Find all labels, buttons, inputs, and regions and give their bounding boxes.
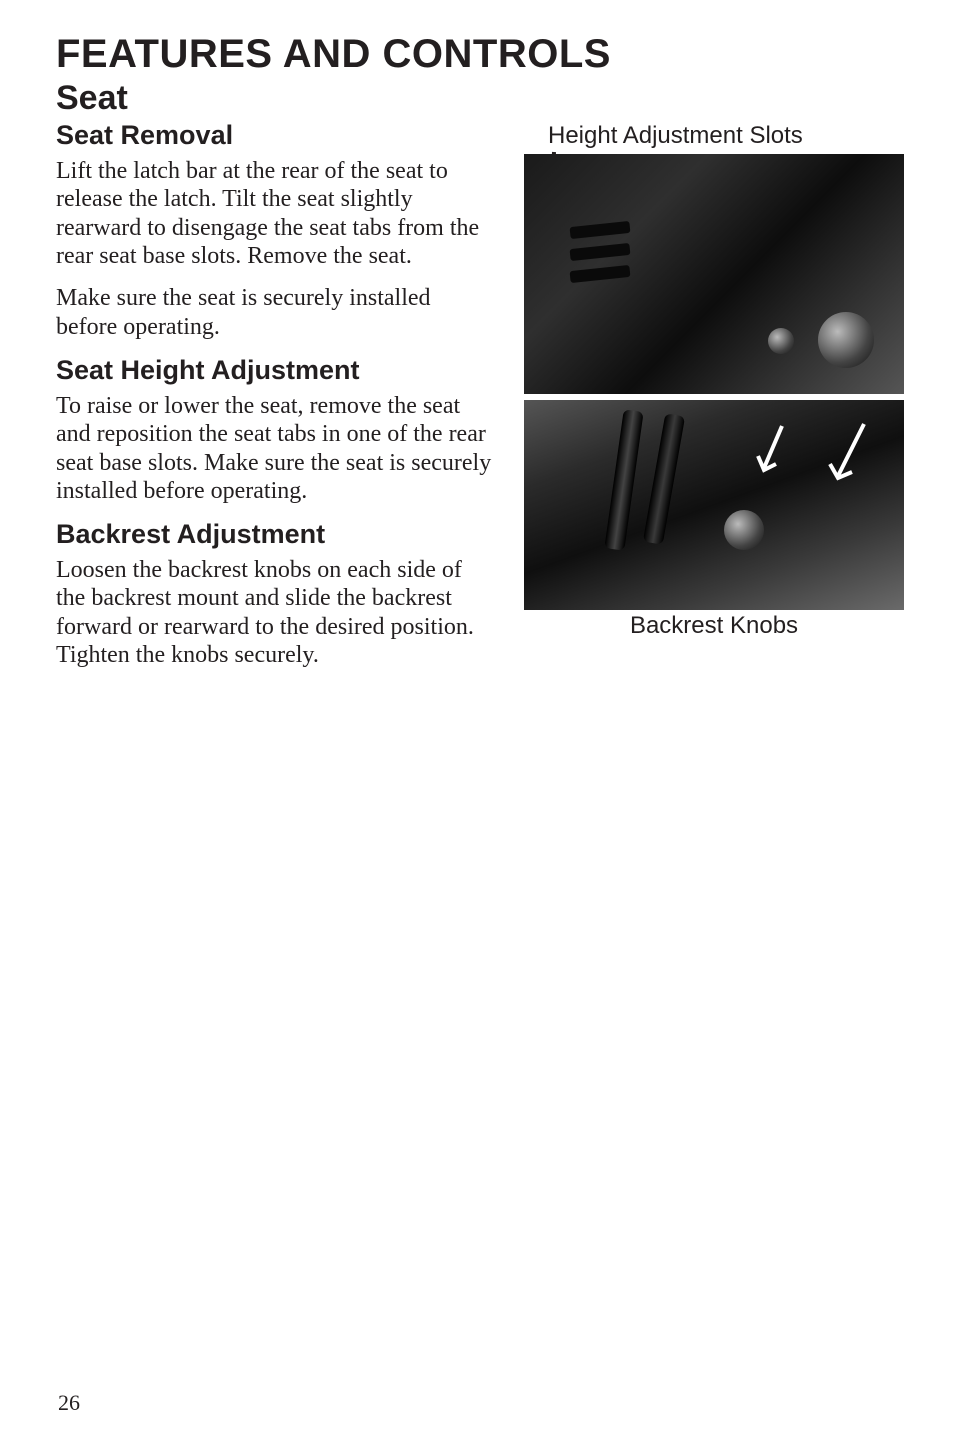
paragraph: Make sure the seat is securely installed…	[56, 284, 496, 341]
section-title-seat-removal: Seat Removal	[56, 120, 496, 151]
section-title-seat-height: Seat Height Adjustment	[56, 355, 496, 386]
photo-placeholder	[524, 154, 904, 394]
callout-arrow-icon	[754, 422, 794, 482]
page-heading-2: Seat	[56, 79, 898, 118]
paragraph: Lift the latch bar at the rear of the se…	[56, 157, 496, 270]
page-number: 26	[58, 1390, 80, 1416]
section-title-backrest: Backrest Adjustment	[56, 519, 496, 550]
paragraph: To raise or lower the seat, remove the s…	[56, 392, 496, 505]
page-heading-1: FEATURES AND CONTROLS	[56, 32, 898, 77]
figure-caption-top: Height Adjustment Slots	[548, 122, 904, 150]
right-column: Height Adjustment Slots	[524, 120, 904, 683]
figure-caption-bottom: Backrest Knobs	[524, 612, 904, 640]
photo-placeholder	[524, 400, 904, 610]
callout-arrow-icon	[824, 420, 874, 490]
left-column: Seat Removal Lift the latch bar at the r…	[56, 120, 496, 683]
two-column-layout: Seat Removal Lift the latch bar at the r…	[56, 120, 898, 683]
figure-backrest-knobs: Backrest Knobs	[524, 400, 904, 640]
figure-height-slots	[524, 154, 904, 394]
paragraph: Loosen the backrest knobs on each side o…	[56, 556, 496, 669]
